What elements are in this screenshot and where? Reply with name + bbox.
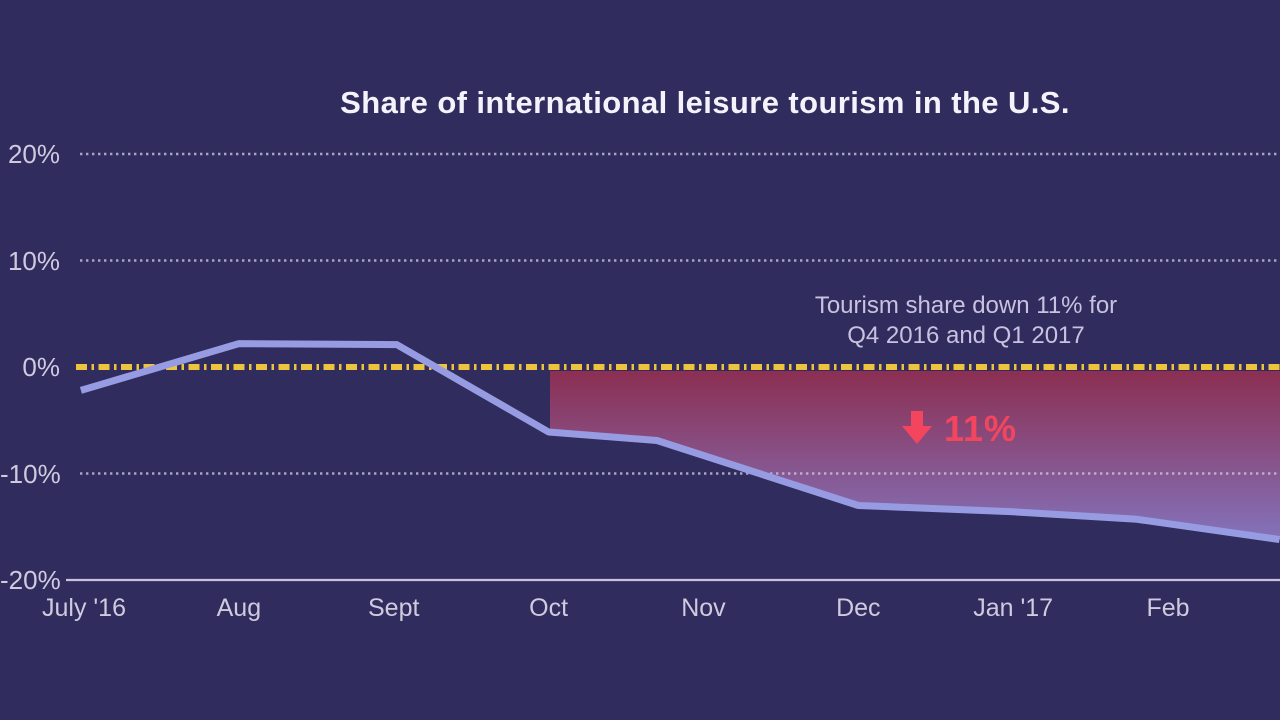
decline-highlight-area bbox=[550, 371, 1280, 540]
decline-badge-value: 11% bbox=[944, 408, 1018, 449]
down-arrow-icon bbox=[902, 411, 932, 444]
annotation-line2: Q4 2016 and Q1 2017 bbox=[847, 322, 1085, 349]
y-tick-label: 20% bbox=[7, 139, 60, 169]
x-tick-label: Feb bbox=[1146, 594, 1190, 622]
x-tick-label: Jan '17 bbox=[973, 594, 1054, 622]
tourism-share-line bbox=[79, 340, 1280, 543]
gridlines-group bbox=[66, 152, 1280, 582]
x-tick-label: Dec bbox=[836, 594, 881, 622]
y-tick-label: -10% bbox=[0, 458, 61, 489]
x-tick-label: Oct bbox=[529, 594, 569, 622]
x-tick-label: Nov bbox=[681, 594, 726, 622]
y-tick-label: -20% bbox=[0, 565, 61, 595]
y-tick-label: 10% bbox=[7, 245, 60, 276]
x-tick-label: July '16 bbox=[42, 594, 126, 622]
x-tick-label: Sept bbox=[368, 594, 420, 622]
y-tick-label: 0% bbox=[22, 352, 60, 382]
x-tick-label: Aug bbox=[216, 594, 262, 622]
annotation-line1: Tourism share down 11% for bbox=[814, 292, 1118, 319]
annotation: Tourism share down 11% for Q4 2016 and Q… bbox=[815, 291, 1117, 351]
chart-title: Share of international leisure tourism i… bbox=[340, 85, 1070, 120]
